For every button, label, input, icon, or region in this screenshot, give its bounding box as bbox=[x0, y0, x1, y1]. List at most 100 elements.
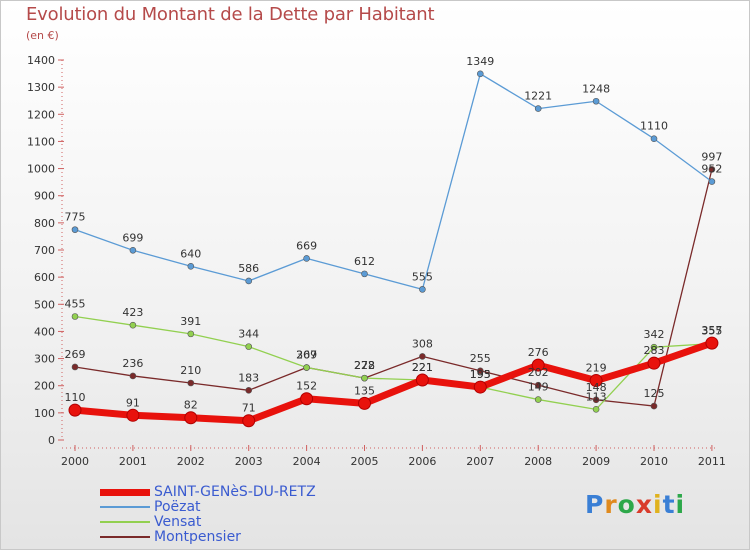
legend-item: Montpensier bbox=[100, 529, 420, 545]
y-tick-label: 1200 bbox=[27, 108, 55, 121]
y-tick-label: 1300 bbox=[27, 81, 55, 94]
data-label: 125 bbox=[644, 387, 665, 400]
data-point bbox=[592, 97, 600, 105]
legend-swatch bbox=[100, 506, 150, 508]
data-label: 775 bbox=[65, 211, 86, 224]
data-label: 342 bbox=[644, 328, 665, 341]
data-point bbox=[419, 353, 426, 360]
data-label: 423 bbox=[122, 306, 143, 319]
data-point bbox=[476, 367, 484, 375]
data-point bbox=[245, 343, 252, 350]
unit-label: (en €) bbox=[26, 29, 59, 42]
logo-letter: i bbox=[653, 490, 663, 519]
data-point bbox=[126, 408, 140, 422]
data-label: 357 bbox=[701, 324, 722, 337]
data-point bbox=[650, 343, 658, 351]
data-point bbox=[184, 411, 198, 425]
data-label: 555 bbox=[412, 270, 433, 283]
data-label: 152 bbox=[296, 380, 317, 393]
data-label: 269 bbox=[65, 348, 86, 361]
x-tick-label: 2006 bbox=[408, 455, 436, 468]
data-point bbox=[129, 246, 137, 254]
data-point bbox=[589, 374, 603, 388]
data-label: 149 bbox=[528, 381, 549, 394]
data-point bbox=[592, 396, 600, 404]
data-point bbox=[71, 313, 79, 320]
series-line-1 bbox=[74, 73, 713, 291]
data-label: 71 bbox=[242, 402, 256, 415]
y-tick-label: 600 bbox=[34, 271, 55, 284]
series-line-0 bbox=[71, 339, 716, 425]
y-tick-label: 1100 bbox=[27, 135, 55, 148]
data-label: 308 bbox=[412, 337, 433, 350]
x-tick-label: 2001 bbox=[119, 455, 147, 468]
x-tick-label: 2002 bbox=[177, 455, 205, 468]
legend-item: Poëzat bbox=[100, 499, 420, 515]
data-label: 195 bbox=[470, 368, 491, 381]
legend-label: SAINT-GENèS-DU-RETZ bbox=[154, 484, 316, 500]
data-label: 699 bbox=[122, 231, 143, 244]
data-label: 221 bbox=[412, 361, 433, 374]
x-tick-label: 2005 bbox=[351, 455, 379, 468]
series-line-2 bbox=[74, 315, 713, 410]
data-point bbox=[361, 270, 368, 278]
data-label: 455 bbox=[65, 298, 86, 311]
y-tick-label: 1400 bbox=[27, 54, 55, 67]
legend-item: SAINT-GENèS-DU-RETZ bbox=[100, 484, 420, 500]
data-point bbox=[419, 286, 426, 293]
x-tick-label: 2004 bbox=[293, 455, 321, 468]
data-point bbox=[650, 402, 658, 410]
data-label: 283 bbox=[644, 344, 665, 357]
data-label: 344 bbox=[238, 328, 259, 341]
data-point bbox=[708, 178, 716, 185]
data-point bbox=[650, 135, 658, 143]
data-label: 183 bbox=[238, 371, 259, 384]
y-tick-label: 700 bbox=[34, 244, 55, 257]
legend-item: Vensat bbox=[100, 514, 420, 530]
data-label: 193 bbox=[470, 368, 491, 381]
data-label: 219 bbox=[586, 362, 607, 375]
data-point bbox=[129, 321, 137, 329]
data-label: 1221 bbox=[524, 90, 552, 103]
data-point bbox=[592, 406, 600, 413]
y-tick-label: 1000 bbox=[27, 163, 55, 176]
data-label: 612 bbox=[354, 255, 375, 268]
y-tick-label: 500 bbox=[34, 298, 55, 311]
data-point bbox=[71, 226, 79, 233]
legend-swatch bbox=[100, 536, 150, 538]
logo-letter: r bbox=[604, 490, 618, 519]
data-point bbox=[534, 396, 542, 403]
data-label: 669 bbox=[296, 239, 317, 252]
x-tick-label: 2009 bbox=[582, 455, 610, 468]
data-point bbox=[187, 262, 195, 270]
data-label: 586 bbox=[238, 262, 259, 275]
data-label: 272 bbox=[354, 359, 375, 372]
data-label: 210 bbox=[180, 364, 201, 377]
data-point bbox=[68, 403, 82, 417]
legend-label: Montpensier bbox=[154, 529, 241, 545]
y-tick-label: 100 bbox=[34, 407, 55, 420]
data-label: 110 bbox=[65, 391, 86, 404]
data-point bbox=[303, 364, 310, 371]
logo-letter: P bbox=[585, 490, 605, 519]
data-label: 1349 bbox=[466, 55, 494, 68]
data-point bbox=[708, 166, 716, 173]
y-tick-label: 800 bbox=[34, 217, 55, 230]
y-tick-label: 300 bbox=[34, 353, 55, 366]
x-tick-label: 2011 bbox=[698, 455, 726, 468]
data-labels-layer: 110 91 82 71 152 135 221 195 276 219 283 357 775 699 6… bbox=[65, 55, 723, 415]
data-point bbox=[187, 330, 195, 338]
legend-label: Vensat bbox=[154, 514, 202, 530]
data-label: 640 bbox=[180, 247, 201, 260]
data-point bbox=[647, 356, 661, 370]
data-point bbox=[71, 363, 79, 371]
y-tick-label: 400 bbox=[34, 325, 55, 338]
series-layer bbox=[68, 70, 719, 428]
data-label: 91 bbox=[126, 396, 140, 409]
data-label: 276 bbox=[528, 346, 549, 359]
data-point bbox=[476, 70, 484, 78]
logo-letter: x bbox=[635, 490, 653, 519]
data-label: 997 bbox=[701, 150, 722, 163]
